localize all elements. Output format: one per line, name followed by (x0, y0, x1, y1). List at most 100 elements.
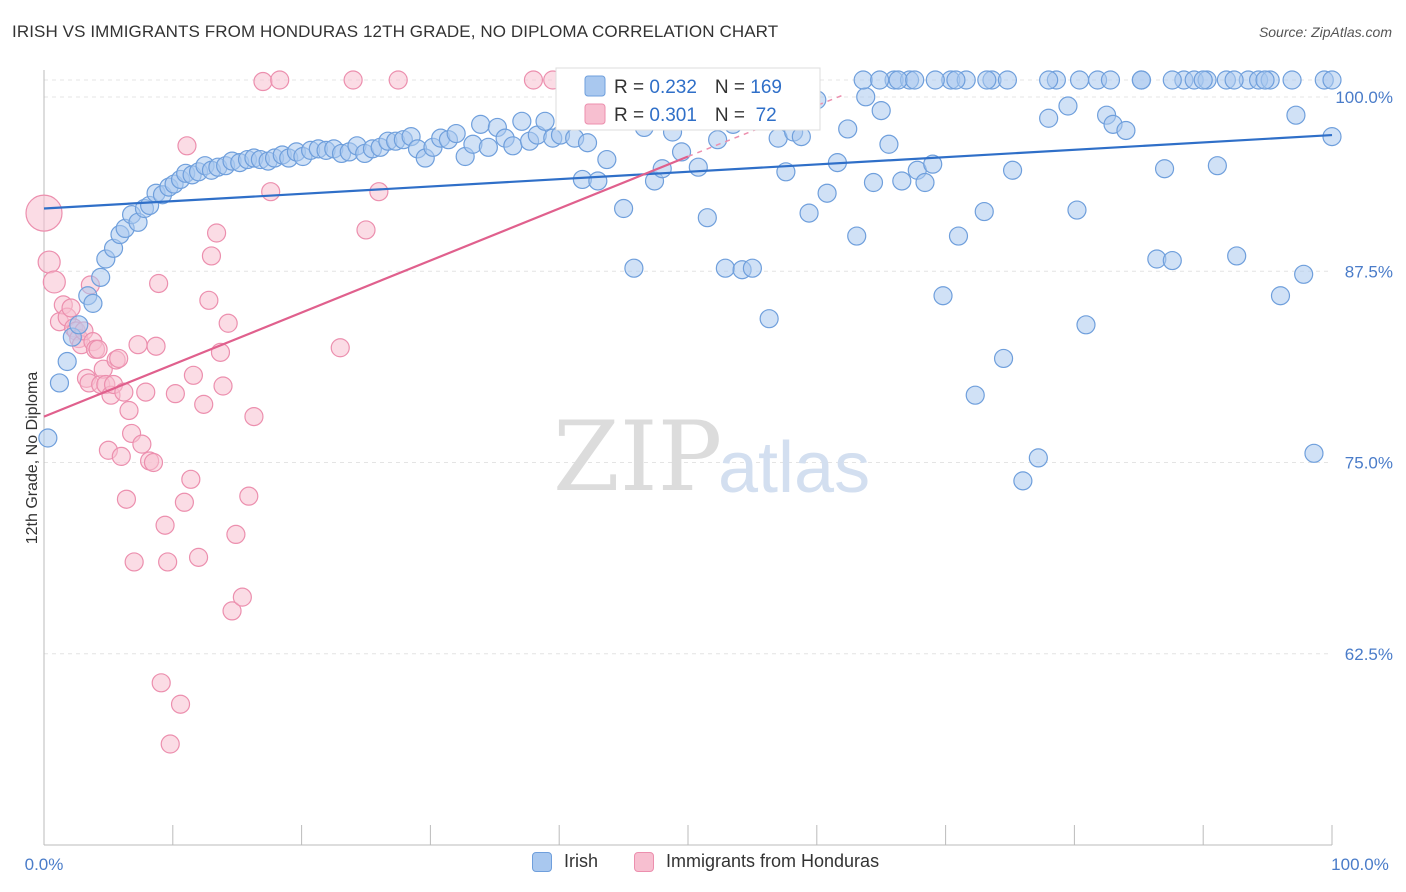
irish-point (997, 70, 1018, 90)
trend-lines (43, 94, 1333, 418)
irish-point (503, 136, 523, 156)
irish-point (965, 385, 985, 405)
x-ticks (43, 825, 1333, 845)
irish-point (1162, 70, 1182, 90)
irish-point (948, 226, 969, 246)
trend-line-irish (43, 133, 1333, 210)
y-tick-labels: 100.0% 87.5% 75.0% 62.5% (1335, 88, 1393, 664)
honduras-point (206, 223, 227, 243)
trend-line-honduras (43, 155, 689, 418)
honduras-point (109, 348, 129, 369)
irish-point (1069, 70, 1090, 90)
honduras-point (158, 552, 178, 572)
irish-point (838, 119, 858, 139)
honduras-point (111, 446, 131, 466)
irish-point (708, 130, 728, 150)
honduras-point (42, 270, 66, 294)
honduras-point (37, 250, 61, 274)
legend-r-value-irish: 0.232 (649, 77, 697, 98)
irish-point (1193, 70, 1213, 90)
irish-point (1304, 443, 1324, 463)
irish-point (888, 70, 908, 90)
irish-point (1039, 70, 1059, 90)
legend-item-irish: Irish (532, 851, 598, 872)
irish-point (863, 172, 884, 193)
honduras-point (165, 384, 185, 404)
honduras-point (356, 220, 376, 240)
honduras-point (149, 273, 169, 294)
legend-swatch-honduras (584, 103, 606, 125)
y-tick-label: 87.5% (1345, 262, 1393, 281)
irish-point (925, 70, 945, 90)
legend-swatch-irish (584, 75, 606, 97)
irish-point (1116, 120, 1136, 141)
irish-point (1227, 246, 1247, 266)
honduras-point (181, 469, 201, 489)
honduras-point (124, 552, 144, 572)
honduras-point (244, 407, 264, 427)
honduras-point (232, 587, 252, 607)
irish-point (1224, 70, 1244, 90)
honduras-point (201, 246, 222, 266)
irish-point (1028, 448, 1048, 468)
irish-point (38, 428, 58, 448)
irish-point (879, 134, 899, 154)
stats-legend: R = 0.232 N = 169 R = 0.301 N = 72 (555, 67, 821, 131)
irish-point (905, 70, 925, 90)
legend-n-value-honduras: 72 (750, 105, 776, 126)
irish-point (1131, 70, 1151, 90)
honduras-point (218, 313, 238, 333)
irish-point (1067, 200, 1087, 220)
irish-point (69, 315, 89, 335)
irish-point (856, 87, 876, 107)
irish-point (597, 149, 617, 170)
irish-point (853, 70, 873, 90)
honduras-point (369, 182, 389, 202)
irish-point (91, 267, 111, 287)
irish-points (38, 70, 1342, 491)
x-tick-label-min: 0.0% (25, 855, 64, 874)
irish-point (535, 111, 555, 131)
honduras-point (523, 70, 544, 90)
irish-point (1255, 70, 1275, 90)
honduras-point (226, 524, 246, 545)
honduras-point (222, 601, 242, 621)
irish-point (817, 183, 837, 203)
irish-point (83, 293, 103, 313)
honduras-points (25, 70, 563, 754)
honduras-point (146, 336, 166, 356)
irish-point (1002, 160, 1023, 180)
honduras-point (388, 70, 408, 90)
irish-point (1100, 70, 1121, 90)
irish-point (446, 123, 466, 144)
irish-point (974, 201, 994, 222)
irish-point (993, 348, 1014, 369)
irish-point (871, 100, 891, 121)
legend-row-irish: R = 0.232 N = 169 (614, 77, 782, 98)
y-tick-label: 75.0% (1345, 454, 1393, 473)
legend-n-label-irish: N = (715, 77, 750, 98)
legend-n-label-honduras: N = (715, 105, 750, 126)
honduras-point (174, 492, 194, 512)
honduras-point (151, 673, 171, 693)
watermark: ZIP atlas (553, 401, 870, 513)
irish-point (1294, 264, 1314, 284)
watermark-atlas: atlas (718, 428, 870, 508)
irish-point (1322, 127, 1342, 147)
watermark-zip: ZIP (553, 401, 722, 513)
irish-point (1322, 70, 1342, 90)
irish-point (688, 157, 708, 177)
irish-point (613, 198, 634, 219)
irish-point (471, 114, 491, 134)
irish-point (624, 258, 644, 278)
honduras-point (199, 290, 219, 310)
irish-point (512, 111, 532, 131)
honduras-point (188, 547, 209, 567)
irish-point (847, 226, 867, 246)
honduras-point (183, 365, 204, 385)
honduras-point (177, 136, 197, 156)
y-tick-label: 62.5% (1345, 645, 1393, 664)
honduras-point (116, 489, 137, 509)
irish-point (1058, 96, 1078, 116)
